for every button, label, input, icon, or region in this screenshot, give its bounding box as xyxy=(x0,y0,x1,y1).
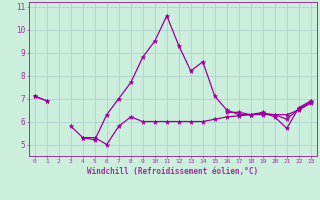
X-axis label: Windchill (Refroidissement éolien,°C): Windchill (Refroidissement éolien,°C) xyxy=(87,167,258,176)
